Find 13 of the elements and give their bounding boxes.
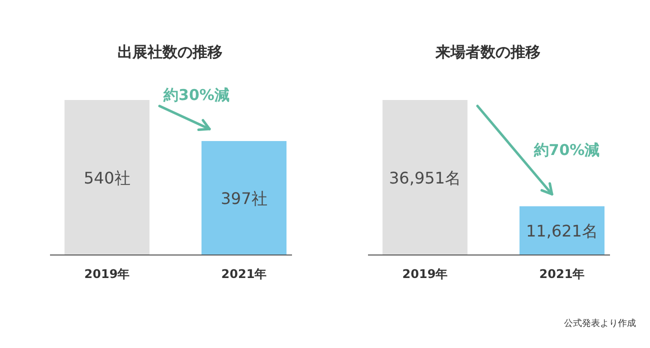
x-tick-label: 2019年 xyxy=(402,267,448,281)
data-label: 36,951名 xyxy=(389,168,461,188)
annotation: 約70%減 xyxy=(532,141,600,160)
x-tick-label: 2021年 xyxy=(539,267,585,281)
data-label: 11,621名 xyxy=(526,222,598,241)
chart-title: 出展社数の推移 xyxy=(118,43,222,61)
x-tick-label: 2019年 xyxy=(84,267,130,281)
x-tick-label: 2021年 xyxy=(221,267,267,281)
data-label: 397社 xyxy=(220,189,268,208)
text: 公式発表より作成 xyxy=(564,318,636,329)
chart-title: 来場者数の推移 xyxy=(434,43,540,61)
annotation: 約30%減 xyxy=(162,86,230,104)
data-label: 540社 xyxy=(84,168,130,188)
